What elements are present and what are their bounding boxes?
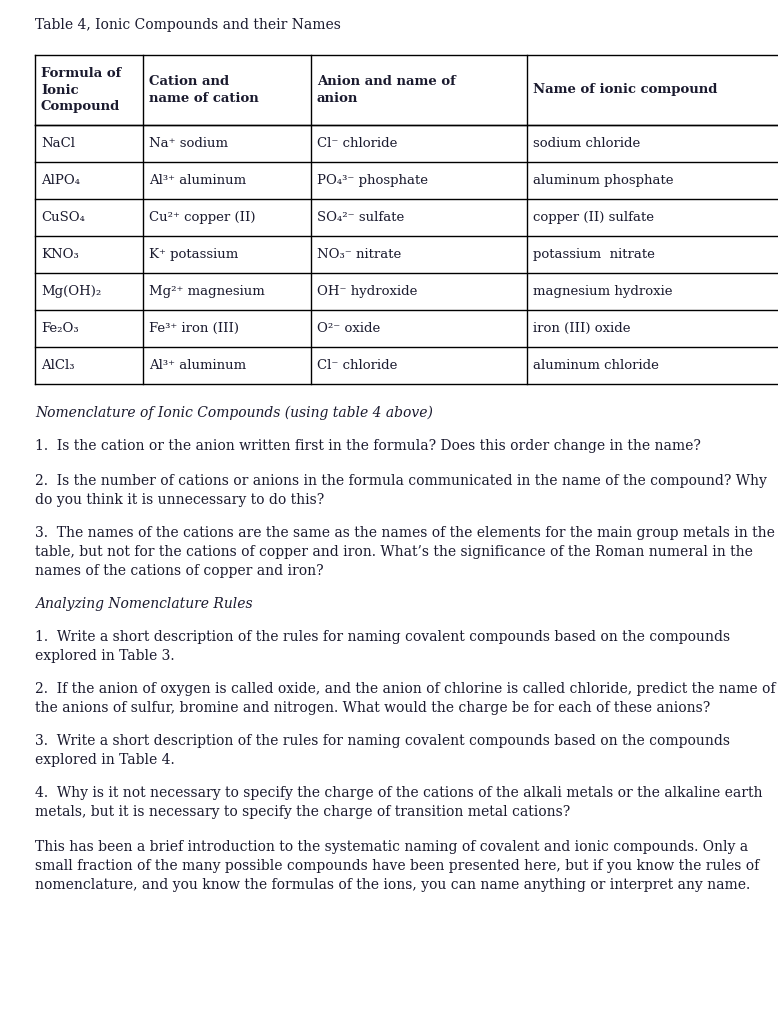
Text: Analyzing Nomenclature Rules: Analyzing Nomenclature Rules bbox=[35, 597, 253, 611]
Text: sodium chloride: sodium chloride bbox=[533, 137, 640, 150]
Text: KNO₃: KNO₃ bbox=[41, 248, 79, 261]
Text: 3.  Write a short description of the rules for naming covalent compounds based o: 3. Write a short description of the rule… bbox=[35, 734, 730, 767]
Text: SO₄²⁻ sulfate: SO₄²⁻ sulfate bbox=[317, 211, 405, 224]
Text: O²⁻ oxide: O²⁻ oxide bbox=[317, 322, 380, 335]
Text: aluminum phosphate: aluminum phosphate bbox=[533, 174, 674, 187]
Text: K⁺ potassium: K⁺ potassium bbox=[149, 248, 238, 261]
Text: copper (II) sulfate: copper (II) sulfate bbox=[533, 211, 654, 224]
Text: Al³⁺ aluminum: Al³⁺ aluminum bbox=[149, 359, 246, 372]
Text: 2.  If the anion of oxygen is called oxide, and the anion of chlorine is called : 2. If the anion of oxygen is called oxid… bbox=[35, 682, 776, 715]
Text: Cl⁻ chloride: Cl⁻ chloride bbox=[317, 359, 398, 372]
Text: NO₃⁻ nitrate: NO₃⁻ nitrate bbox=[317, 248, 401, 261]
Text: Mg(OH)₂: Mg(OH)₂ bbox=[41, 285, 101, 298]
Text: iron (III) oxide: iron (III) oxide bbox=[533, 322, 630, 335]
Text: Mg²⁺ magnesium: Mg²⁺ magnesium bbox=[149, 285, 265, 298]
Text: PO₄³⁻ phosphate: PO₄³⁻ phosphate bbox=[317, 174, 428, 187]
Text: 4.  Why is it not necessary to specify the charge of the cations of the alkali m: 4. Why is it not necessary to specify th… bbox=[35, 786, 762, 819]
Text: AlPO₄: AlPO₄ bbox=[41, 174, 80, 187]
Text: potassium  nitrate: potassium nitrate bbox=[533, 248, 655, 261]
Text: Na⁺ sodium: Na⁺ sodium bbox=[149, 137, 228, 150]
Text: Cation and
name of cation: Cation and name of cation bbox=[149, 75, 259, 104]
Text: aluminum chloride: aluminum chloride bbox=[533, 359, 659, 372]
Text: OH⁻ hydroxide: OH⁻ hydroxide bbox=[317, 285, 417, 298]
Text: 3.  The names of the cations are the same as the names of the elements for the m: 3. The names of the cations are the same… bbox=[35, 526, 775, 578]
Text: Anion and name of
anion: Anion and name of anion bbox=[317, 75, 456, 104]
Text: Fe₂O₃: Fe₂O₃ bbox=[41, 322, 79, 335]
Text: AlCl₃: AlCl₃ bbox=[41, 359, 75, 372]
Text: 1.  Write a short description of the rules for naming covalent compounds based o: 1. Write a short description of the rule… bbox=[35, 630, 730, 663]
Text: CuSO₄: CuSO₄ bbox=[41, 211, 85, 224]
Text: Name of ionic compound: Name of ionic compound bbox=[533, 84, 717, 96]
Text: NaCl: NaCl bbox=[41, 137, 75, 150]
Text: Formula of
Ionic
Compound: Formula of Ionic Compound bbox=[41, 67, 121, 113]
Text: magnesium hydroxie: magnesium hydroxie bbox=[533, 285, 672, 298]
Text: Nomenclature of Ionic Compounds (using table 4 above): Nomenclature of Ionic Compounds (using t… bbox=[35, 406, 433, 421]
Text: Cl⁻ chloride: Cl⁻ chloride bbox=[317, 137, 398, 150]
Text: 2.  Is the number of cations or anions in the formula communicated in the name o: 2. Is the number of cations or anions in… bbox=[35, 474, 767, 507]
Text: This has been a brief introduction to the systematic naming of covalent and ioni: This has been a brief introduction to th… bbox=[35, 840, 759, 892]
Text: Cu²⁺ copper (II): Cu²⁺ copper (II) bbox=[149, 211, 255, 224]
Text: Table 4, Ionic Compounds and their Names: Table 4, Ionic Compounds and their Names bbox=[35, 18, 341, 32]
Text: Al³⁺ aluminum: Al³⁺ aluminum bbox=[149, 174, 246, 187]
Text: 1.  Is the cation or the anion written first in the formula? Does this order cha: 1. Is the cation or the anion written fi… bbox=[35, 439, 701, 453]
Text: Fe³⁺ iron (III): Fe³⁺ iron (III) bbox=[149, 322, 239, 335]
